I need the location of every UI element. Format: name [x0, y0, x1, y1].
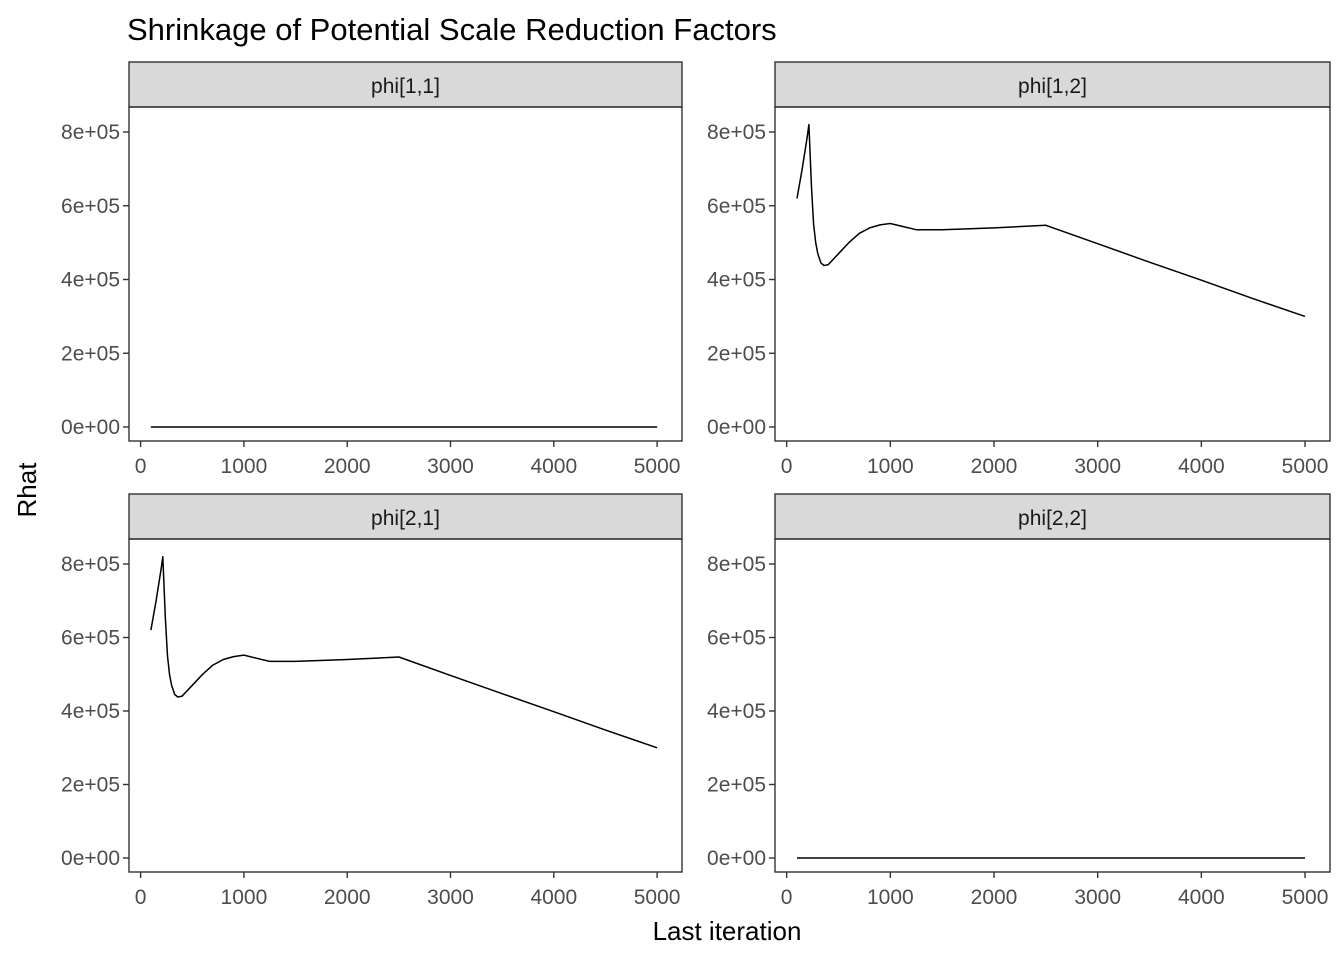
- y-tick-label: 6e+05: [61, 195, 120, 218]
- x-tick-label: 0: [135, 886, 147, 909]
- y-tick-label: 4e+05: [61, 700, 120, 723]
- facet-panel-border: [774, 106, 1331, 442]
- rhat-line: [796, 123, 1306, 318]
- facet-panel-22: phi[2,2] 0e+00 2e+05 4e+05 6e+05 8e+05 0 1000 20…: [707, 493, 1331, 909]
- facet-strip-label: phi[1,1]: [371, 75, 440, 98]
- facet-strip-label: phi[2,1]: [371, 507, 440, 530]
- x-tick-label: 1000: [221, 455, 268, 478]
- y-tick-label: 8e+05: [61, 121, 120, 144]
- facet-strip-label: phi[1,2]: [1018, 75, 1087, 98]
- x-tick-label: 4000: [530, 455, 577, 478]
- x-tick-label: 1000: [867, 455, 914, 478]
- x-tick-label: 2000: [324, 455, 371, 478]
- x-tick-label: 3000: [427, 886, 474, 909]
- facet-panel-12: phi[1,2] 0e+00 2e+05 4e+05 6e+05 8e+05 0 1000 20…: [707, 61, 1331, 478]
- y-tick-label: 0e+00: [707, 416, 766, 439]
- x-tick-label: 4000: [530, 886, 577, 909]
- x-tick-label: 5000: [634, 886, 681, 909]
- y-tick-label: 4e+05: [61, 269, 120, 292]
- x-tick-label: 0: [135, 455, 147, 478]
- x-tick-label: 3000: [427, 455, 474, 478]
- facet-panel-border: [774, 538, 1331, 873]
- y-tick-label: 8e+05: [61, 553, 120, 576]
- y-tick-label: 2e+05: [707, 342, 766, 365]
- facet-strip-label: phi[2,2]: [1018, 507, 1087, 530]
- facet-panel-border: [128, 106, 683, 442]
- chart-title: Shrinkage of Potential Scale Reduction F…: [127, 12, 777, 47]
- facet-panel-border: [128, 538, 683, 873]
- y-tick-label: 2e+05: [61, 774, 120, 797]
- y-tick-label: 2e+05: [707, 774, 766, 797]
- rhat-line: [150, 555, 658, 749]
- x-tick-label: 0: [781, 455, 793, 478]
- y-tick-label: 4e+05: [707, 700, 766, 723]
- x-tick-label: 3000: [1074, 886, 1121, 909]
- y-tick-label: 8e+05: [707, 121, 766, 144]
- x-tick-label: 2000: [971, 455, 1018, 478]
- x-tick-label: 2000: [971, 886, 1018, 909]
- y-tick-label: 0e+00: [61, 847, 120, 870]
- y-tick-label: 2e+05: [61, 342, 120, 365]
- y-tick-label: 0e+00: [61, 416, 120, 439]
- x-tick-label: 1000: [867, 886, 914, 909]
- facet-panel-21: phi[2,1] 0e+00 2e+05 4e+05 6e+05 8e+05 0 1000 20…: [61, 493, 683, 909]
- x-tick-label: 5000: [634, 455, 681, 478]
- y-tick-label: 6e+05: [61, 627, 120, 650]
- x-tick-label: 4000: [1178, 455, 1225, 478]
- facet-strip: [774, 493, 1331, 540]
- y-tick-label: 6e+05: [707, 627, 766, 650]
- x-tick-label: 5000: [1282, 886, 1329, 909]
- x-tick-label: 1000: [221, 886, 268, 909]
- facet-panel-11: phi[1,1] 0e+00 2e+05 4e+05 6e+05 8e+05 0 1000 20…: [61, 61, 683, 478]
- facet-panels: phi[1,1] 0e+00 2e+05 4e+05 6e+05 8e+05 0 1000 20…: [61, 61, 1331, 909]
- facet-strip: [128, 61, 683, 108]
- y-tick-label: 0e+00: [707, 847, 766, 870]
- y-tick-label: 4e+05: [707, 269, 766, 292]
- facet-strip: [774, 61, 1331, 108]
- y-tick-label: 6e+05: [707, 195, 766, 218]
- x-tick-label: 0: [781, 886, 793, 909]
- x-tick-label: 3000: [1074, 455, 1121, 478]
- x-tick-label: 5000: [1282, 455, 1329, 478]
- x-axis-title: Last iteration: [653, 916, 802, 946]
- x-tick-label: 2000: [324, 886, 371, 909]
- y-tick-label: 8e+05: [707, 553, 766, 576]
- x-tick-label: 4000: [1178, 886, 1225, 909]
- y-axis-title: Rhat: [12, 462, 42, 518]
